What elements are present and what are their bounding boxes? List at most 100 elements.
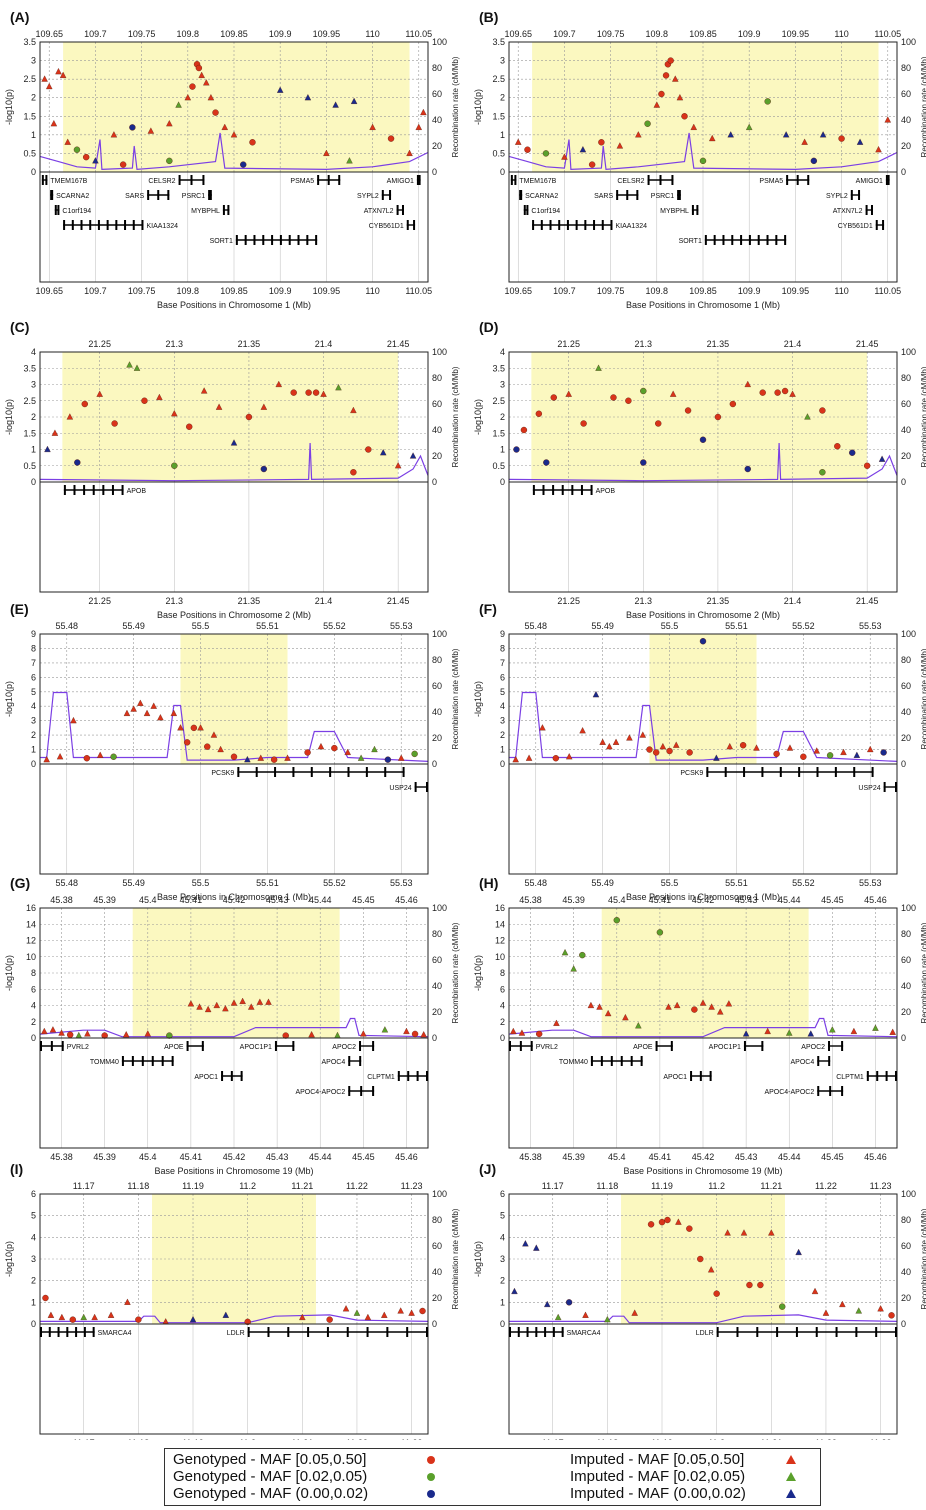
- imputed-point: [177, 724, 184, 731]
- imputed-point: [196, 1003, 203, 1010]
- x-tick-label-bottom: 45.41: [180, 1152, 203, 1162]
- imputed-point: [43, 755, 50, 763]
- gene-label: TMEM167B: [50, 178, 87, 185]
- imputed-point: [213, 1001, 221, 1009]
- imputed-point: [166, 119, 173, 127]
- y-axis-title: -log10(p): [473, 89, 483, 125]
- gene-exon: [279, 235, 282, 245]
- gene-track-frame: [39, 171, 429, 283]
- x-tick-label-top: 109.9: [738, 29, 761, 39]
- y-tick-label: 5: [31, 1211, 36, 1221]
- x-tick-label-top: 45.43: [266, 895, 289, 905]
- panel-g: (G) 45.38 45.38 45.39 45.39 45.4 45.4 45.41 45.4…: [4, 875, 460, 1176]
- gene-exon: [141, 220, 144, 230]
- gene-exon: [406, 220, 409, 230]
- panel-i: (I) 11.17 11.17 11.18 11.18 11.19 11.19 11.2 11.…: [4, 1161, 460, 1440]
- x-tick-label-top: 11.23: [401, 1181, 423, 1191]
- genotyped-point: [681, 113, 688, 120]
- gene-exon: [519, 1041, 522, 1051]
- y-tick-label: 2: [500, 730, 505, 740]
- genotyped-point: [686, 749, 693, 756]
- imputed-point: [807, 1030, 815, 1037]
- legend-symbol: [786, 1489, 796, 1498]
- gene-exon: [786, 175, 789, 185]
- imputed-point: [616, 142, 624, 149]
- gene-exon: [111, 485, 114, 495]
- genotyped-point: [119, 161, 127, 168]
- panel-a: (A) 109.65 109.65 109.7 109.7 109.75 109.75 109…: [4, 9, 460, 310]
- x-tick-label-top: 11.19: [651, 1181, 673, 1191]
- gene-exon: [186, 1041, 189, 1051]
- gene-exon: [71, 220, 74, 230]
- genotyped-point: [565, 1299, 573, 1306]
- imputed-point: [144, 1030, 152, 1037]
- y2-tick-label: 100: [901, 629, 916, 639]
- x-tick-label-top: 11.17: [542, 1181, 564, 1191]
- gene-exon: [359, 1041, 362, 1051]
- imputed-point: [335, 384, 342, 391]
- y2-tick-label: 0: [432, 167, 437, 177]
- gene-exon: [237, 767, 240, 777]
- gene-exon: [274, 1041, 277, 1051]
- x-tick-label-top: 55.52: [792, 621, 815, 631]
- genotyped-point: [69, 1316, 76, 1323]
- imputed-point: [740, 1229, 748, 1236]
- imputed-point: [592, 690, 600, 698]
- gene-exon: [828, 1056, 831, 1066]
- x-tick-label-bottom: 45.4: [139, 1152, 157, 1162]
- gene-exon: [731, 235, 734, 245]
- genotyped-point: [667, 57, 674, 64]
- imputed-point: [276, 86, 284, 93]
- imputed-point: [133, 364, 141, 371]
- gene-track-frame: [508, 171, 898, 283]
- y2-tick-label: 60: [901, 1241, 911, 1251]
- imputed-point: [317, 742, 325, 750]
- genotyped-point: [166, 1032, 173, 1039]
- gene-label: APOC1P1: [240, 1044, 272, 1051]
- x-tick-label-top: 109.85: [220, 29, 248, 39]
- genotyped-point: [652, 749, 660, 756]
- imputed-point: [126, 361, 133, 368]
- gene-exon: [227, 205, 230, 215]
- y2-tick-label: 40: [901, 981, 911, 991]
- gene-exon: [552, 485, 555, 495]
- y-tick-label: 4: [31, 1232, 36, 1242]
- gene-exon: [48, 1327, 51, 1337]
- genotyped-point: [810, 157, 818, 165]
- gene-label: SORT1: [210, 238, 233, 245]
- y-axis-title: -log10(p): [4, 955, 14, 991]
- gene-exon: [40, 1041, 42, 1051]
- x-tick-label-bottom: 109.85: [220, 286, 248, 296]
- recombination-line: [509, 691, 898, 762]
- imputed-point: [47, 1311, 55, 1318]
- genotyped-point: [82, 153, 90, 161]
- imputed-point: [853, 751, 861, 758]
- y-tick-label: 5: [31, 687, 36, 697]
- imputed-point: [866, 745, 874, 753]
- gene-exon: [575, 220, 578, 230]
- x-tick-label-top: 45.39: [93, 895, 116, 905]
- gene-exon: [885, 175, 888, 185]
- imputed-point: [265, 998, 272, 1005]
- imputed-point: [381, 1311, 388, 1318]
- genotyped-point: [664, 1216, 671, 1224]
- y-tick-label: 3: [500, 380, 505, 390]
- genotyped-point: [774, 389, 781, 396]
- imputed-point: [804, 413, 811, 420]
- imputed-point: [304, 93, 312, 101]
- y2-tick-label: 60: [901, 955, 911, 965]
- x-tick-label-top: 45.44: [778, 895, 801, 905]
- x-axis-title: Base Positions in Chromosome 1 (Mb): [626, 892, 780, 902]
- imputed-point: [230, 999, 238, 1006]
- y-tick-label: 8: [31, 643, 36, 653]
- y-tick-label: 1.5: [492, 111, 505, 121]
- imputed-point: [66, 413, 74, 420]
- imputed-point: [360, 1030, 367, 1037]
- imputed-point: [415, 123, 423, 130]
- genotyped-point: [781, 387, 789, 395]
- gene-exon: [761, 767, 764, 777]
- y-tick-label: 12: [26, 936, 36, 946]
- gene-label: APOE: [633, 1044, 653, 1051]
- gene-exon: [655, 1041, 658, 1051]
- imputed-point: [222, 1311, 230, 1318]
